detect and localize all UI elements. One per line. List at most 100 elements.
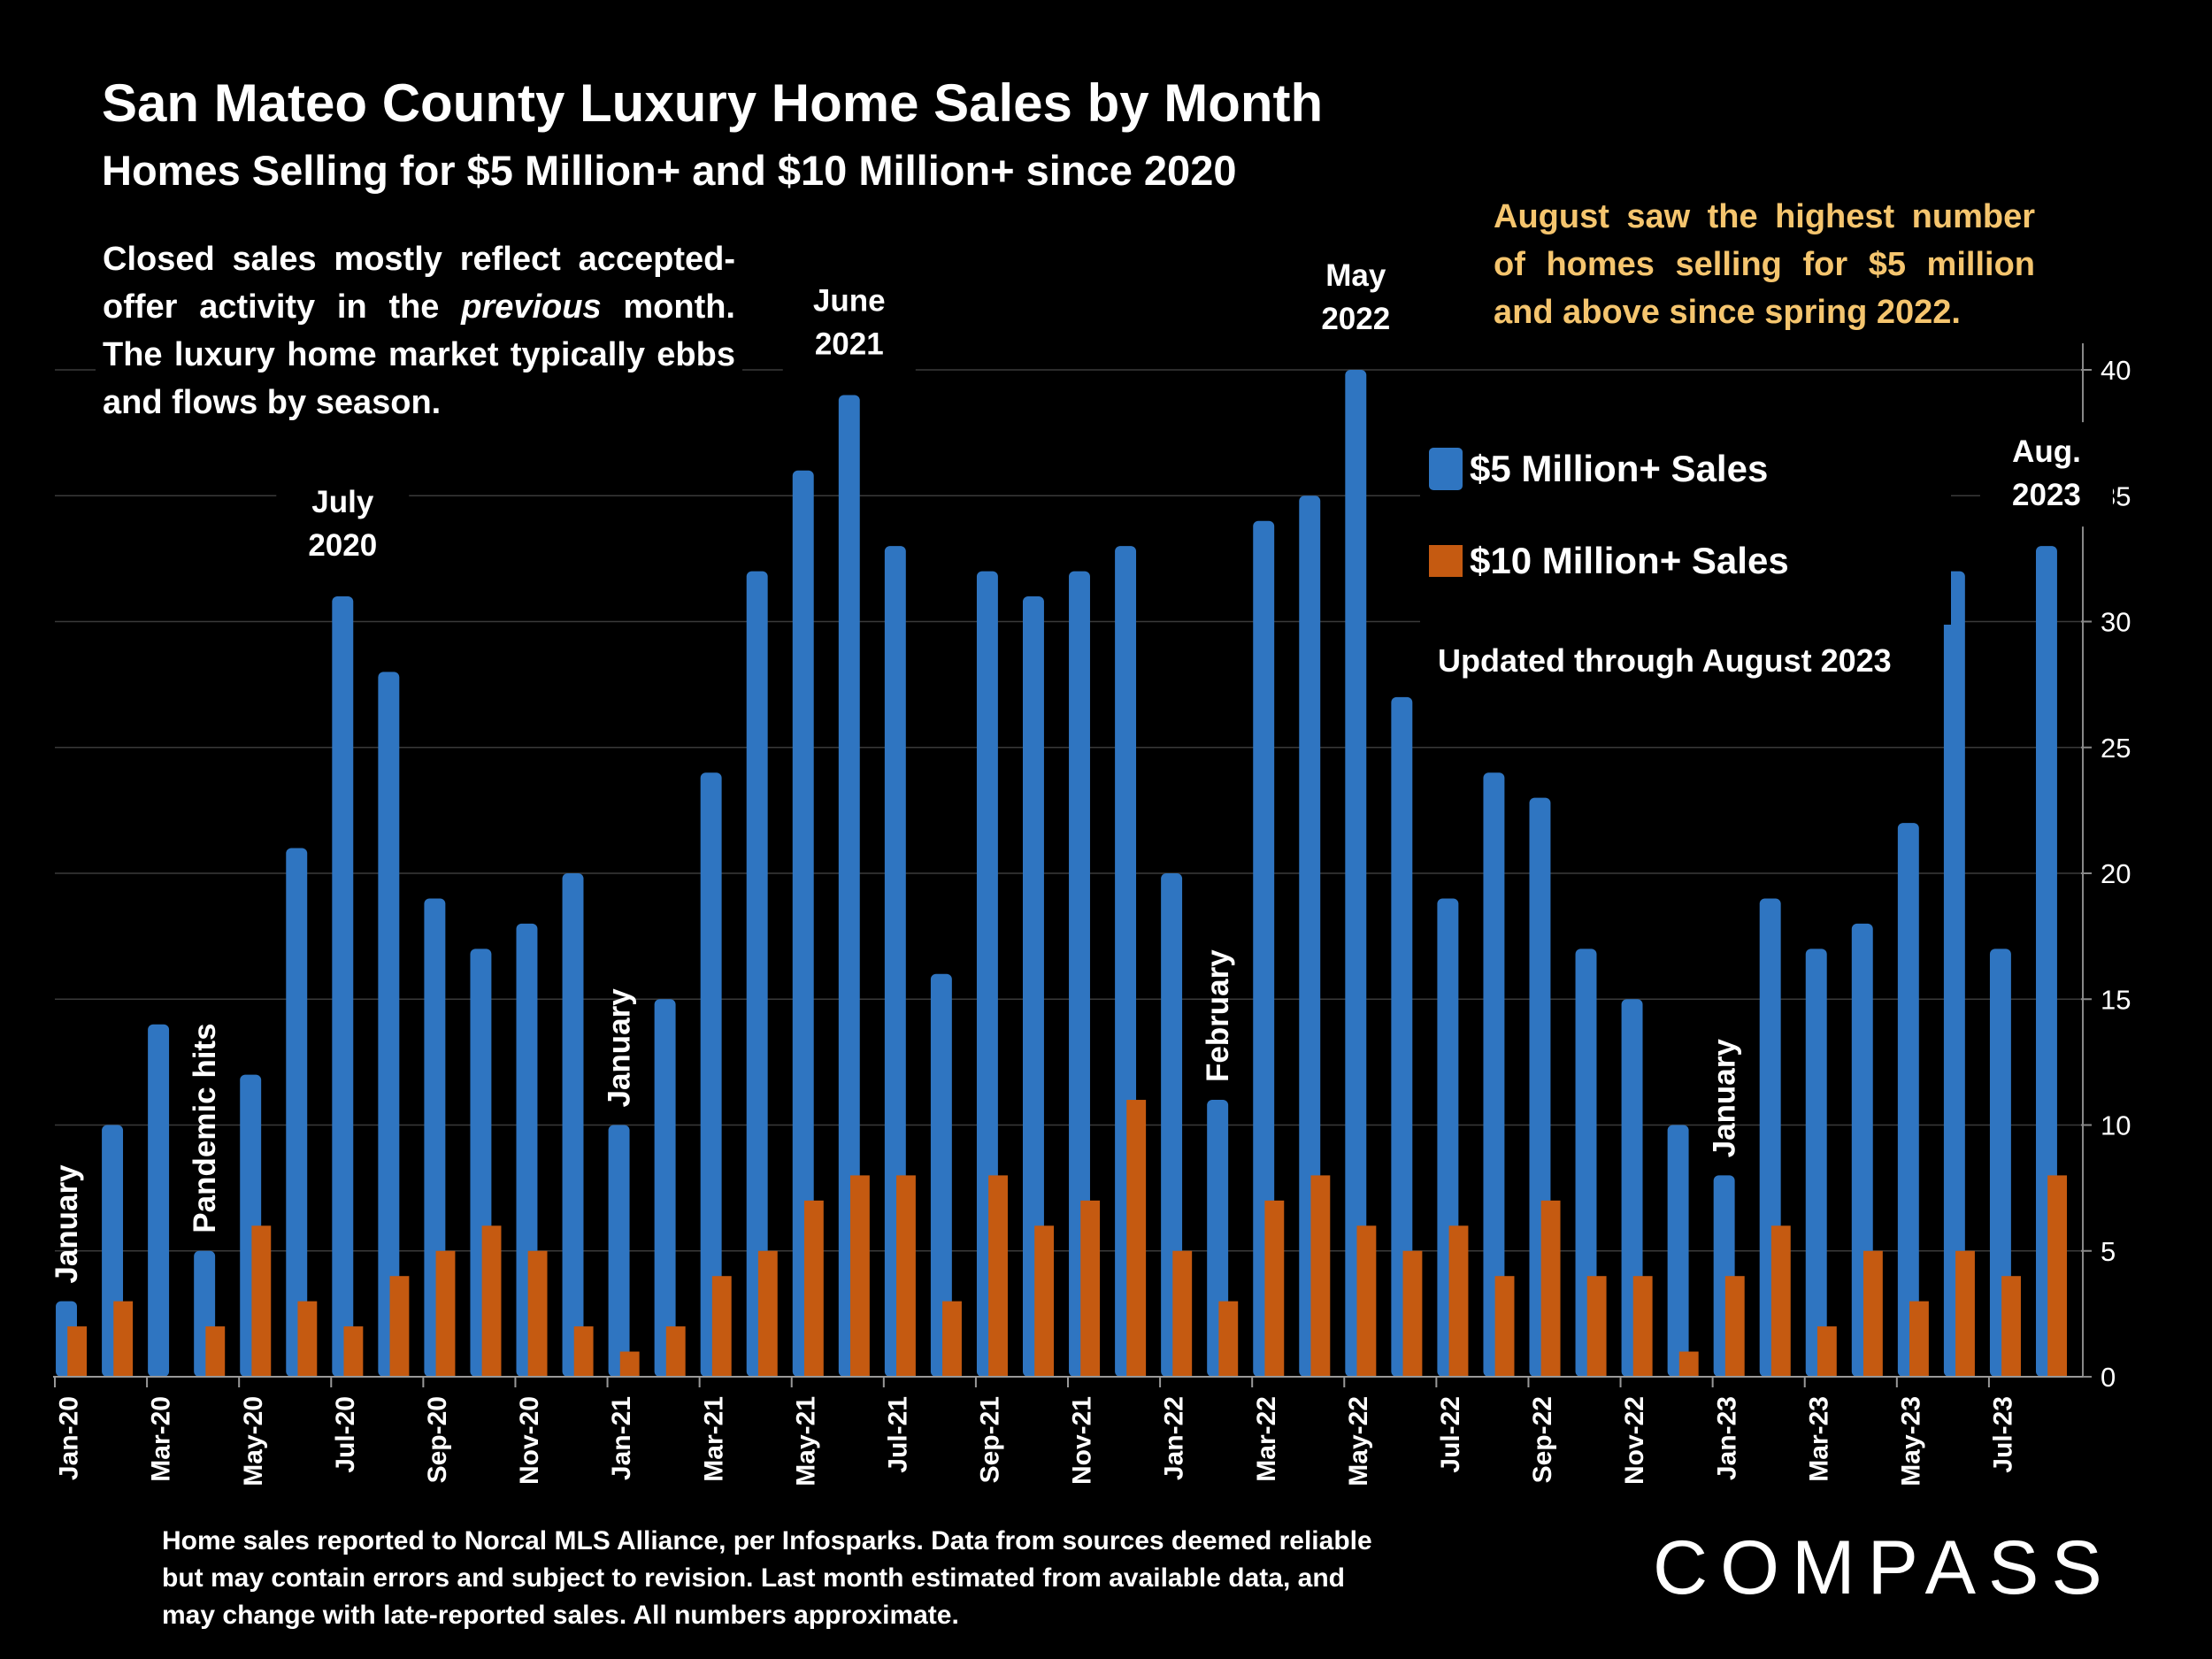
annotation-line: 2022 <box>1321 302 1390 336</box>
bar-5m <box>1943 571 1965 1377</box>
annotation-backdrop <box>1979 422 2113 527</box>
note-text-2: month. The luxury home market typically … <box>103 288 735 421</box>
annotation-backdrop <box>1289 246 1423 350</box>
bar-10m <box>2001 1276 2021 1377</box>
x-tick-label: Jul-23 <box>1989 1396 2018 1473</box>
bar-5m <box>378 672 400 1377</box>
bar-10m <box>1909 1301 1929 1377</box>
bar-10m <box>1540 1200 1561 1377</box>
bar-10m <box>297 1301 318 1377</box>
y-tick-label: 30 <box>2101 607 2131 638</box>
bar-10m <box>1402 1250 1423 1377</box>
x-tick-label: Nov-22 <box>1620 1396 1649 1485</box>
bar-5m <box>2035 546 2057 1377</box>
compass-logo: COMPASS <box>1653 1525 2115 1610</box>
bar-5m <box>654 999 676 1377</box>
annotation-line: July <box>311 485 374 519</box>
bar-10m <box>481 1225 502 1377</box>
y-tick-label: 0 <box>2101 1362 2116 1393</box>
bar-10m <box>1678 1351 1699 1377</box>
bar-5m <box>332 596 354 1377</box>
bar-annotation: January <box>50 1164 84 1284</box>
x-tick-label: Sep-21 <box>976 1396 1005 1483</box>
bar-10m <box>1218 1301 1239 1377</box>
bar-annotation: February <box>1201 949 1235 1082</box>
x-tick-label: Jul-22 <box>1436 1396 1465 1473</box>
x-tick-label: Mar-23 <box>1804 1396 1833 1482</box>
x-tick-label: Jan-22 <box>1160 1396 1189 1480</box>
bar-5m <box>1989 949 2011 1377</box>
bar-5m <box>884 546 906 1377</box>
bar-10m <box>1080 1200 1101 1377</box>
x-tick-label: Mar-22 <box>1252 1396 1281 1482</box>
x-tick-label: Nov-21 <box>1068 1396 1097 1485</box>
bar-10m <box>1632 1276 1653 1377</box>
bar-5m <box>608 1125 630 1377</box>
bar-10m <box>205 1326 226 1377</box>
bar-5m <box>1667 1125 1689 1377</box>
x-tick-label: Jan-20 <box>55 1396 84 1480</box>
x-tick-label: May-23 <box>1896 1396 1925 1486</box>
annotation-line: 2021 <box>815 326 884 361</box>
legend-item-10m: $10 Million+ Sales <box>1429 515 1942 607</box>
bar-10m <box>711 1276 732 1377</box>
bar-10m <box>803 1200 824 1377</box>
bar-10m <box>942 1301 962 1377</box>
y-tick-label: 25 <box>2101 733 2131 764</box>
bar-10m <box>896 1175 916 1377</box>
bar-10m <box>1356 1225 1377 1377</box>
bar-annotation: January <box>1708 1039 1742 1158</box>
x-tick-label: May-22 <box>1344 1396 1373 1486</box>
legend-swatch-blue <box>1429 448 1463 490</box>
chart-legend: $5 Million+ Sales $10 Million+ Sales <box>1420 405 1951 625</box>
bar-10m <box>1172 1250 1193 1377</box>
bar-10m <box>527 1250 548 1377</box>
bar-10m <box>343 1326 364 1377</box>
x-tick-label: Sep-20 <box>423 1396 452 1483</box>
y-tick-label: 40 <box>2101 355 2131 386</box>
note-text-1: Closed sales mostly reflect accepted-off… <box>103 241 735 326</box>
bar-5m <box>1391 696 1413 1377</box>
bar-10m <box>389 1276 410 1377</box>
source-footnote: Home sales reported to Norcal MLS Allian… <box>162 1526 1372 1630</box>
bar-5m <box>838 395 860 1378</box>
bar-5m <box>700 772 722 1377</box>
bar-10m <box>849 1175 870 1377</box>
y-tick-label: 20 <box>2101 858 2131 889</box>
bar-5m <box>562 873 584 1377</box>
x-tick-label: Jan-23 <box>1712 1396 1741 1480</box>
x-tick-label: Nov-20 <box>515 1396 544 1485</box>
bar-5m <box>1483 772 1505 1377</box>
bar-5m <box>1897 823 1919 1377</box>
x-tick-label: Jul-21 <box>883 1396 912 1473</box>
bar-10m <box>1264 1200 1285 1377</box>
bar-10m <box>251 1225 272 1377</box>
bar-annotation: May 2022 <box>1289 246 1423 350</box>
annotation-backdrop <box>276 472 410 578</box>
bar-10m <box>1863 1250 1883 1377</box>
x-tick-label: Mar-20 <box>147 1396 176 1482</box>
legend-label-5m: $5 Million+ Sales <box>1470 448 1769 489</box>
bar-5m <box>148 1024 170 1377</box>
bar-10m <box>435 1250 456 1377</box>
bar-10m <box>665 1326 686 1377</box>
bar-5m <box>1299 495 1321 1377</box>
bar-5m <box>792 470 814 1377</box>
bar-10m <box>1034 1225 1055 1377</box>
chart-subtitle: Homes Selling for $5 Million+ and $10 Mi… <box>102 147 1237 194</box>
bar-10m <box>1770 1225 1791 1377</box>
bar-5m <box>1575 949 1597 1377</box>
bar-10m <box>67 1326 88 1377</box>
bar-annotation: January <box>603 988 637 1108</box>
annotation-line: June <box>813 283 886 318</box>
bar-10m <box>1816 1326 1837 1377</box>
bar-10m <box>2047 1175 2068 1377</box>
bar-10m <box>573 1326 594 1377</box>
y-tick-label: 15 <box>2101 984 2131 1015</box>
x-tick-label: May-21 <box>791 1396 820 1486</box>
y-tick-label: 5 <box>2101 1236 2116 1267</box>
annotation-backdrop <box>782 271 916 376</box>
x-tick-label: May-20 <box>239 1396 268 1486</box>
x-tick-label: Jan-21 <box>607 1396 636 1480</box>
